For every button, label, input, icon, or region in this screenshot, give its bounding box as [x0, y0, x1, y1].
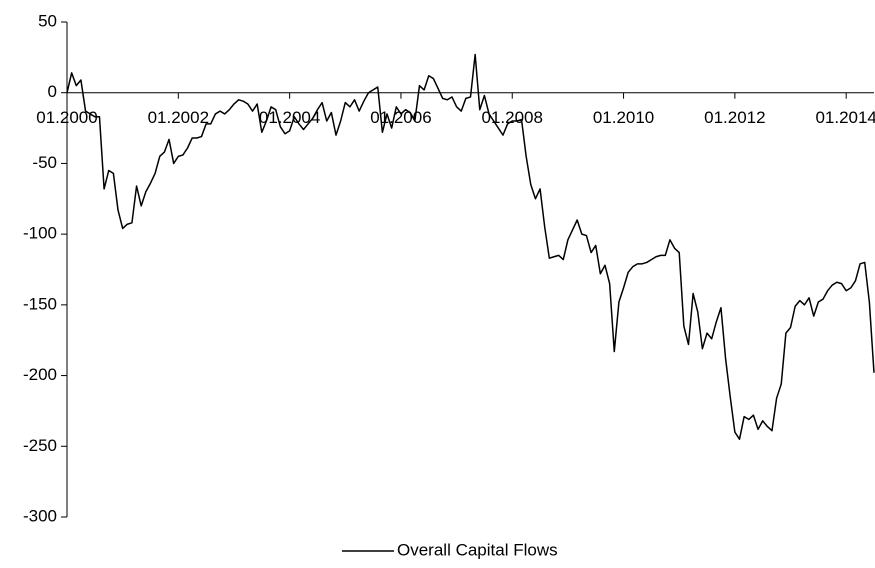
legend-label: Overall Capital Flows [397, 540, 558, 559]
x-tick-label: 01.2014 [815, 108, 875, 127]
y-tick-label: 50 [38, 11, 57, 30]
y-tick-label: -50 [32, 153, 57, 172]
x-tick-label: 01.2006 [370, 108, 431, 127]
y-tick-label: -100 [23, 224, 57, 243]
x-tick-label: 01.2012 [704, 108, 765, 127]
x-tick-label: 01.2004 [259, 108, 320, 127]
x-tick-label: 01.2008 [482, 108, 543, 127]
y-tick-label: -300 [23, 506, 57, 525]
y-tick-label: -200 [23, 365, 57, 384]
y-tick-label: 0 [48, 82, 57, 101]
x-tick-label: 01.2000 [36, 108, 97, 127]
x-tick-label: 01.2010 [593, 108, 654, 127]
y-tick-label: -150 [23, 294, 57, 313]
x-tick-label: 01.2002 [148, 108, 209, 127]
data-line [66, 53, 875, 440]
y-tick-label: -250 [23, 436, 57, 455]
